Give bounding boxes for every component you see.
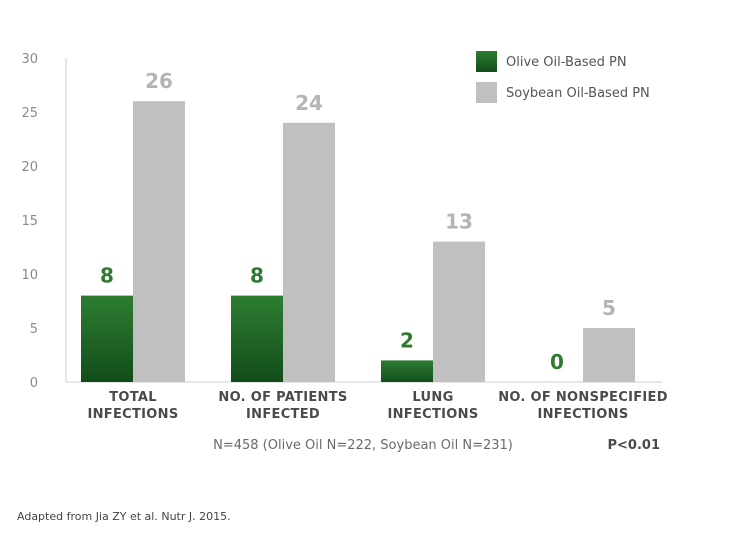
category-label: TOTAL INFECTIONS: [87, 390, 178, 422]
value-label-soybean-oil: 24: [295, 91, 323, 115]
value-label-olive-oil: 2: [400, 328, 414, 352]
category-label: NO. OF PATIENTS INFECTED: [218, 390, 347, 422]
y-tick-label: 20: [21, 160, 38, 175]
y-tick-label: 30: [21, 52, 38, 67]
y-tick-label: 0: [30, 376, 38, 391]
bar-soybean-oil: [283, 122, 335, 383]
value-label-olive-oil: 8: [250, 264, 264, 288]
value-label-olive-oil: 0: [550, 350, 564, 374]
y-tick-label: 10: [21, 268, 38, 283]
value-label-soybean-oil: 5: [602, 296, 616, 320]
y-tick-label: 25: [21, 106, 38, 121]
bar-olive-oil: [81, 295, 133, 382]
bar-soybean-oil: [583, 328, 635, 382]
legend: Olive Oil-Based PN Soybean Oil-Based PN: [476, 51, 650, 103]
bar-soybean-oil: [433, 241, 485, 382]
legend-label: Olive Oil-Based PN: [506, 55, 627, 70]
value-label-soybean-oil: 26: [145, 69, 173, 93]
category-labels: TOTAL INFECTIONS NO. OF PATIENTS INFECTED LU…: [87, 390, 667, 422]
p-value: P<0.01: [608, 438, 661, 453]
y-tick-label: 5: [30, 322, 38, 337]
category-label: LUNG INFECTIONS: [387, 390, 478, 422]
category-label: NO. OF NONSPECIFIED INFECTIONS: [498, 390, 668, 422]
legend-swatch-soybean-oil: [476, 82, 497, 103]
value-label-olive-oil: 8: [100, 264, 114, 288]
sample-size-note: N=458 (Olive Oil N=222, Soybean Oil N=23…: [213, 438, 513, 453]
legend-label: Soybean Oil-Based PN: [506, 86, 650, 101]
bar-soybean-oil: [133, 101, 185, 382]
legend-swatch-olive-oil: [476, 51, 497, 72]
y-tick-label: 15: [21, 214, 38, 229]
bar-olive-oil: [381, 360, 433, 382]
source-citation: Adapted from Jia ZY et al. Nutr J. 2015.: [17, 510, 231, 523]
bars: [81, 101, 635, 383]
value-label-soybean-oil: 13: [445, 210, 473, 234]
bar-olive-oil: [231, 295, 283, 382]
data-labels: 8 8 2 0 26 24 13 5: [100, 69, 616, 374]
